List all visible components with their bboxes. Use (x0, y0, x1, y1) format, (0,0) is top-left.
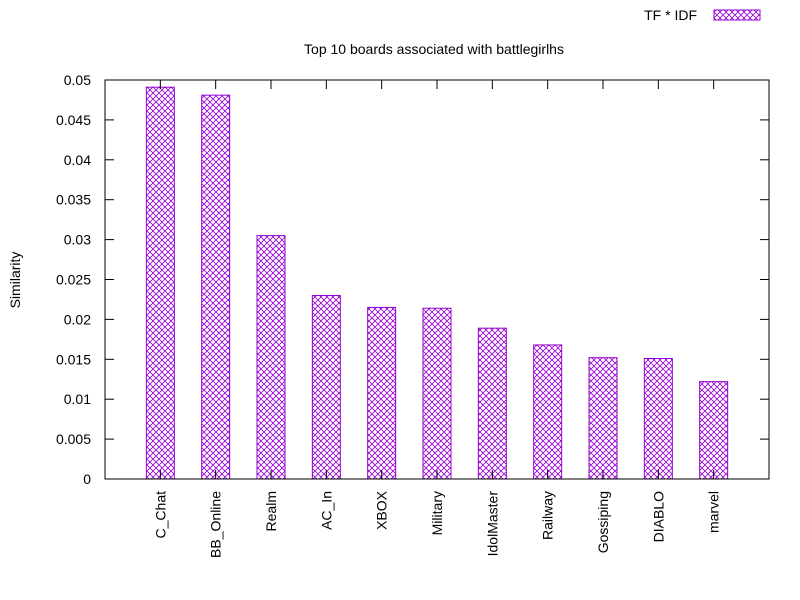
x-tick-label: DIABLO (650, 491, 666, 542)
x-tick-label: AC_In (318, 491, 334, 530)
y-tick-label: 0 (83, 471, 91, 487)
bar-marvel (699, 381, 729, 480)
legend-swatch (713, 9, 761, 21)
legend: TF * IDF (644, 7, 761, 23)
y-tick-label: 0.02 (64, 311, 91, 327)
legend-label: TF * IDF (644, 7, 697, 23)
x-tick-label: Railway (540, 491, 556, 540)
y-axis-label: Similarity (7, 252, 23, 309)
x-axis-ticks: C_Chat BB_Online Realm AC_In XBOX Military Ido… (152, 80, 722, 558)
bar-diablo (643, 358, 673, 480)
y-tick-label: 0.04 (64, 152, 91, 168)
bar-realm (256, 235, 286, 480)
x-tick-label: marvel (706, 491, 722, 533)
y-tick-label: 0.05 (64, 72, 91, 88)
y-tick-label: 0.045 (56, 112, 91, 128)
y-axis-ticks: 0 0.005 0.01 0.015 0.02 0.025 0.03 0.035 0.04 0.0… (56, 72, 769, 487)
bar-railway (533, 344, 563, 480)
y-tick-label: 0.005 (56, 431, 91, 447)
y-tick-label: 0.01 (64, 391, 91, 407)
bar-bb-online (201, 94, 231, 480)
chart-title: Top 10 boards associated with battlegirl… (304, 41, 564, 57)
bar-military (422, 307, 452, 480)
bar-idolmaster (477, 327, 507, 480)
bar-xbox (367, 306, 397, 480)
y-tick-label: 0.015 (56, 351, 91, 367)
plot-frame (104, 79, 770, 480)
x-tick-label: Realm (263, 491, 279, 531)
x-tick-label: XBOX (374, 490, 390, 530)
x-tick-label: C_Chat (152, 491, 168, 539)
y-tick-label: 0.025 (56, 272, 91, 288)
bars (145, 86, 729, 480)
x-tick-label: IdolMaster (484, 491, 500, 557)
y-tick-label: 0.035 (56, 192, 91, 208)
bar-gossiping (588, 357, 618, 480)
bar-c-chat (145, 86, 175, 480)
bar-ac-in (311, 294, 341, 480)
y-tick-label: 0.03 (64, 232, 91, 248)
x-tick-label: BB_Online (208, 491, 224, 558)
x-tick-label: Gossiping (595, 491, 611, 553)
x-tick-label: Military (429, 491, 445, 535)
